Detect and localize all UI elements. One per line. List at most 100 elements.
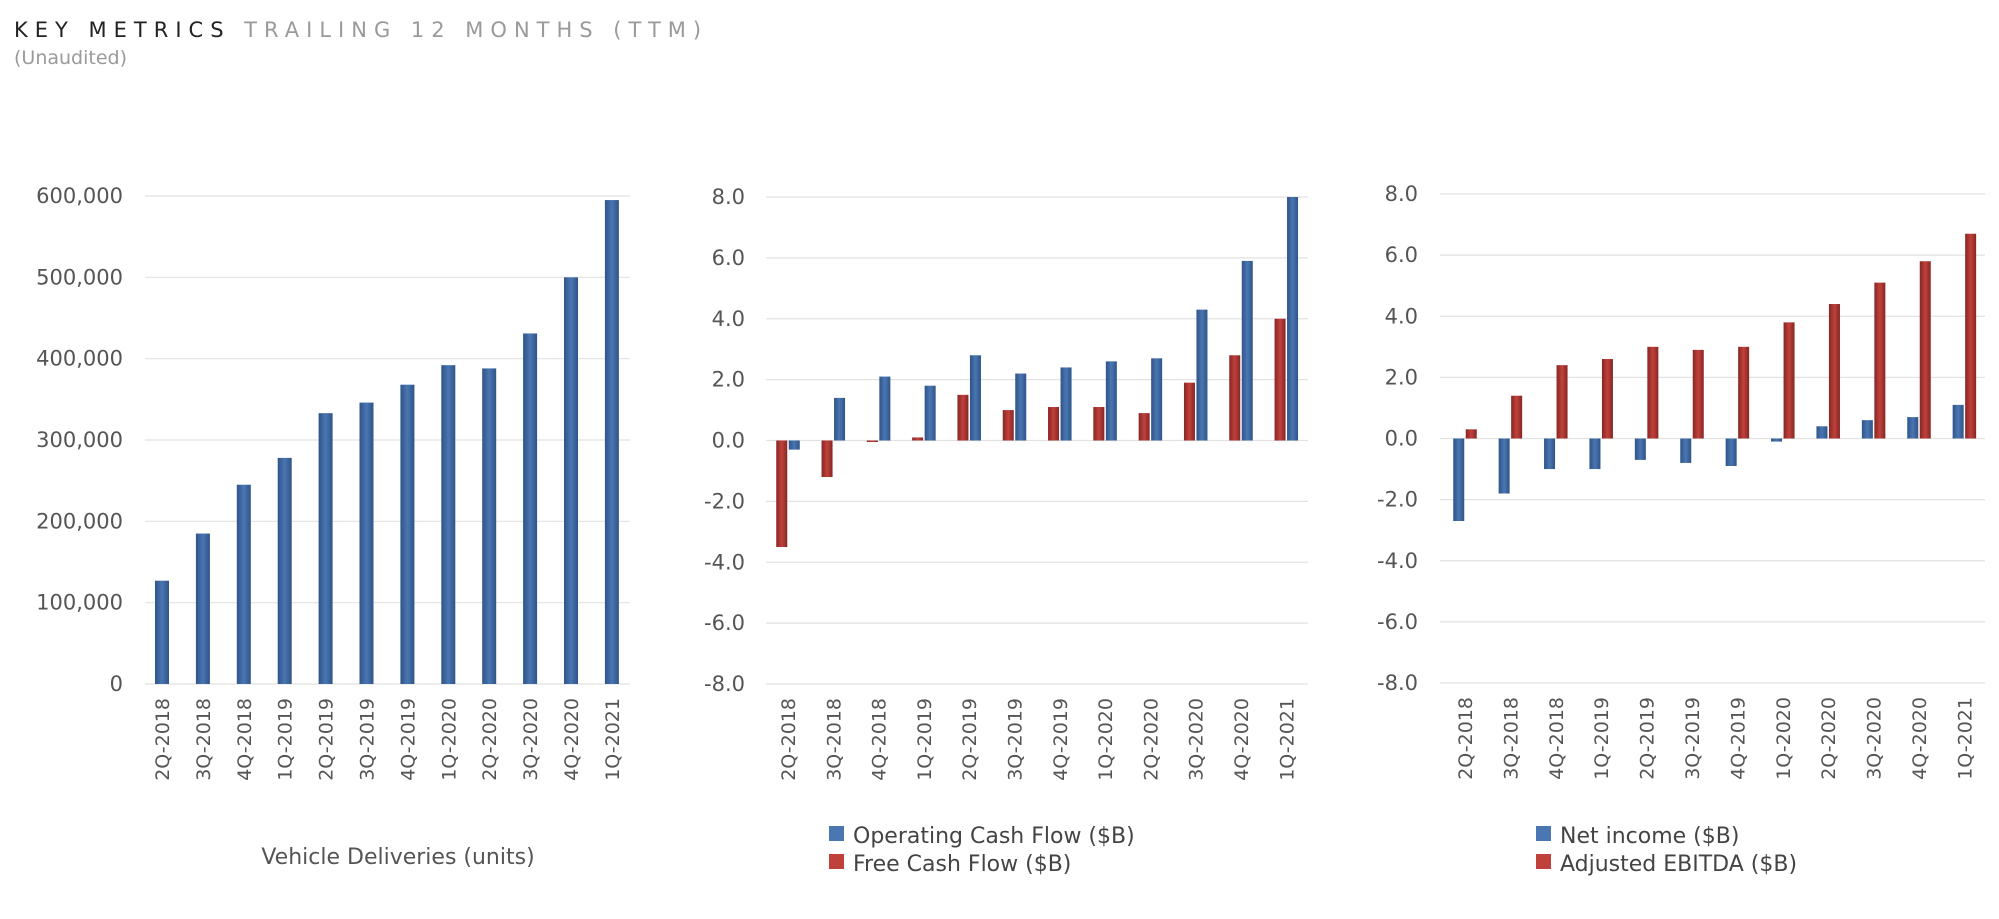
x-tick-label: 2Q-2018 <box>152 698 174 781</box>
x-tick-label: 1Q-2021 <box>1276 698 1298 781</box>
unaudited-note: (Unaudited) <box>14 47 127 69</box>
y-tick-label: -4.0 <box>1377 549 1418 573</box>
y-tick-label: -8.0 <box>704 672 745 696</box>
bar <box>564 277 578 684</box>
bar <box>318 413 333 684</box>
y-tick-label: -6.0 <box>704 611 745 635</box>
y-tick-label: 500,000 <box>36 265 123 289</box>
x-tick-label: 3Q-2020 <box>520 698 542 781</box>
title-main: KEY METRICS <box>14 18 231 42</box>
x-tick-label: 2Q-2020 <box>479 698 501 781</box>
bar <box>1828 304 1840 439</box>
bar <box>1465 429 1477 439</box>
x-tick-label: 1Q-2020 <box>1773 697 1795 780</box>
bar <box>1783 322 1795 439</box>
bar <box>776 440 788 548</box>
x-tick-label: 1Q-2019 <box>275 698 297 781</box>
bar <box>1861 420 1873 439</box>
bar <box>482 368 497 684</box>
legend-swatch <box>829 854 844 869</box>
y-tick-label: -2.0 <box>704 489 745 513</box>
x-tick-label: 4Q-2018 <box>234 698 256 781</box>
bar <box>912 437 924 441</box>
x-tick-label: 4Q-2019 <box>1727 697 1749 780</box>
bar <box>400 384 415 684</box>
x-tick-label: 1Q-2019 <box>1591 697 1613 780</box>
x-tick-label: 4Q-2020 <box>1909 697 1931 780</box>
x-tick-label: 2Q-2018 <box>778 698 800 781</box>
legend-label: Adjusted EBITDA ($B) <box>1560 852 1797 877</box>
y-tick-label: 4.0 <box>712 307 745 331</box>
y-tick-label: 8.0 <box>712 185 745 209</box>
bar <box>1138 413 1150 441</box>
bar <box>1498 438 1510 494</box>
bar <box>277 457 292 684</box>
bar <box>1874 282 1886 439</box>
bar <box>957 394 969 441</box>
x-tick-label: 3Q-2018 <box>823 698 845 781</box>
legend-label: Operating Cash Flow ($B) <box>853 824 1135 849</box>
bar <box>1048 407 1060 441</box>
y-tick-label: -4.0 <box>704 550 745 574</box>
x-tick-label: 4Q-2018 <box>869 698 891 781</box>
bar <box>1589 438 1601 470</box>
bar <box>821 440 833 478</box>
bar <box>1680 438 1692 463</box>
bar <box>441 365 456 684</box>
y-tick-label: 0 <box>110 672 123 696</box>
x-tick-label: 4Q-2019 <box>397 698 419 781</box>
x-tick-label: 2Q-2019 <box>959 698 981 781</box>
chart-caption: Vehicle Deliveries (units) <box>261 845 534 870</box>
x-tick-label: 3Q-2020 <box>1186 698 1208 781</box>
bar <box>236 484 251 684</box>
y-tick-label: 300,000 <box>36 428 123 452</box>
bar <box>1816 426 1828 439</box>
y-tick-label: -8.0 <box>1377 671 1418 695</box>
bar <box>1692 349 1704 439</box>
bar <box>879 376 891 441</box>
x-tick-label: 1Q-2021 <box>1954 697 1976 780</box>
legend-label: Net income ($B) <box>1560 824 1739 849</box>
bar <box>969 355 981 441</box>
bar <box>1060 367 1072 441</box>
legend-swatch <box>1536 826 1551 841</box>
bar <box>1601 359 1613 439</box>
bar <box>1556 365 1568 439</box>
x-tick-label: 1Q-2019 <box>914 698 936 781</box>
x-tick-label: 1Q-2021 <box>602 698 624 781</box>
bar <box>1229 355 1241 441</box>
y-tick-label: 6.0 <box>712 246 745 270</box>
bar <box>1544 438 1556 470</box>
y-tick-label: 400,000 <box>36 347 123 371</box>
bar <box>1453 438 1465 522</box>
bar <box>866 440 878 443</box>
bar <box>1196 309 1208 441</box>
bar <box>924 385 936 441</box>
title-period: TRAILING 12 MONTHS (TTM) <box>244 18 709 42</box>
bar <box>359 402 374 684</box>
x-tick-label: 2Q-2019 <box>1637 697 1659 780</box>
bar <box>1919 261 1931 439</box>
x-tick-label: 3Q-2018 <box>1500 697 1522 780</box>
page-title: KEY METRICS TRAILING 12 MONTHS (TTM) <box>14 18 708 42</box>
bar <box>1511 395 1523 439</box>
y-tick-label: 2.0 <box>1385 365 1418 389</box>
bar <box>1274 318 1286 441</box>
x-tick-label: 2Q-2018 <box>1455 697 1477 780</box>
bar <box>1241 260 1253 441</box>
y-tick-label: 4.0 <box>1385 304 1418 328</box>
bar <box>155 580 169 684</box>
bar <box>1952 404 1964 439</box>
x-tick-label: 2Q-2019 <box>316 698 338 781</box>
bar <box>1965 233 1977 439</box>
bar <box>604 200 619 685</box>
x-tick-label: 4Q-2020 <box>561 698 583 781</box>
bar <box>1634 438 1646 460</box>
bar <box>1093 407 1105 441</box>
y-tick-label: 8.0 <box>1385 182 1418 206</box>
legend-label: Free Cash Flow ($B) <box>853 852 1071 877</box>
legend-swatch <box>1536 854 1551 869</box>
bar <box>1183 382 1195 441</box>
bar <box>1725 438 1737 467</box>
